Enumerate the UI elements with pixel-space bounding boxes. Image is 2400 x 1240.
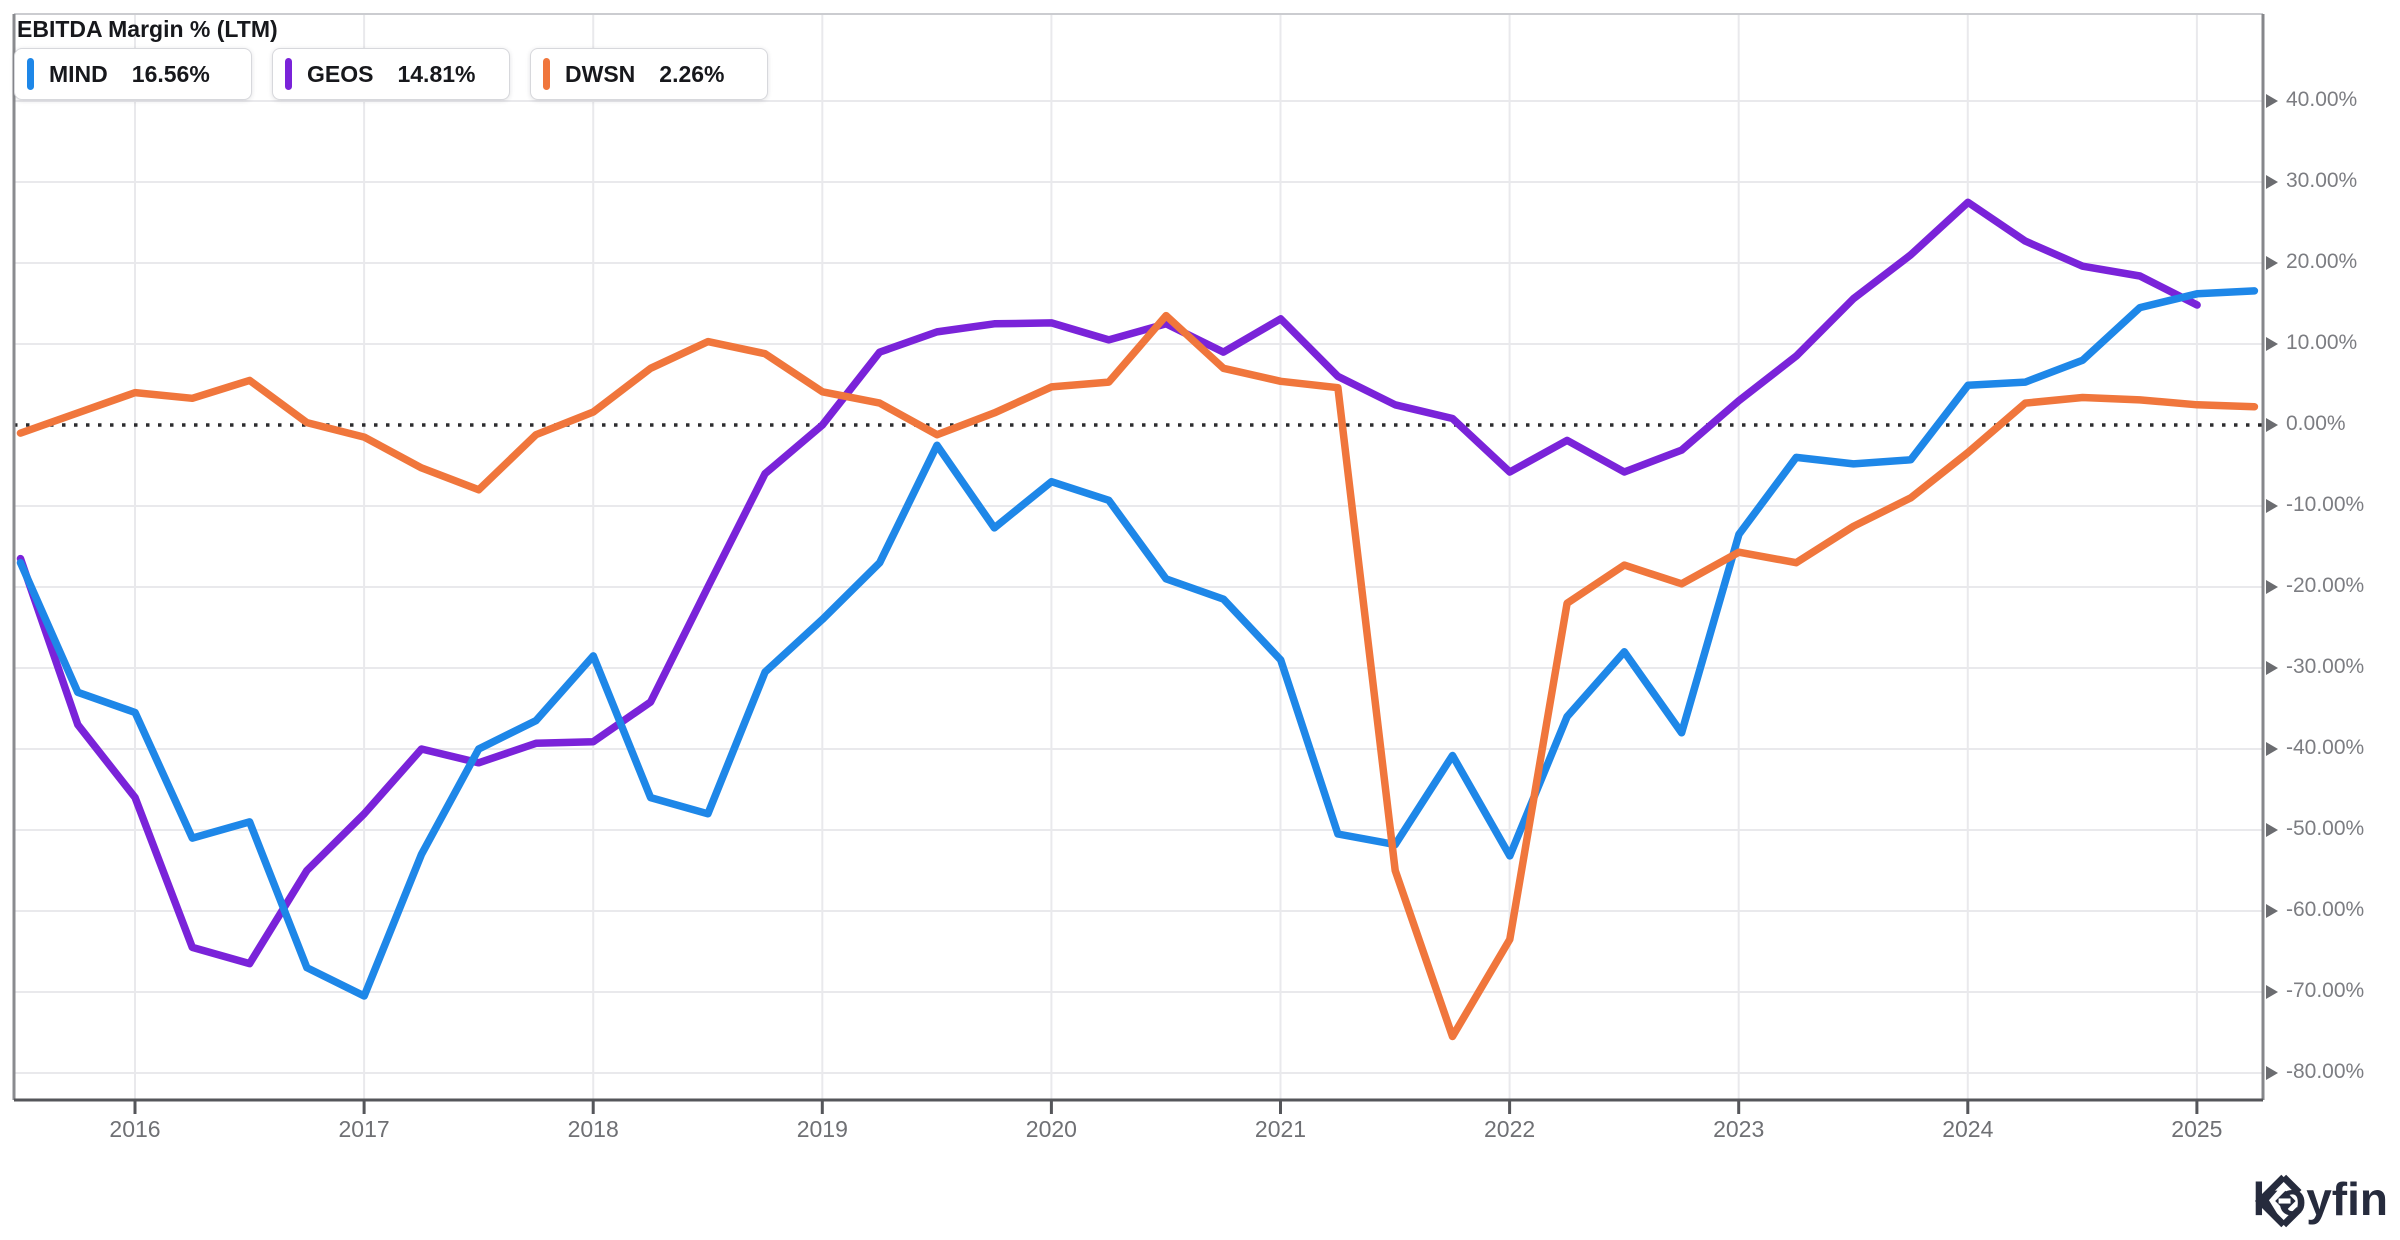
x-tick-label: 2022 xyxy=(1484,1116,1536,1142)
series-line-dwsn[interactable] xyxy=(16,311,2259,1041)
y-tick-label: -40.00% xyxy=(2286,736,2365,759)
geos-color-swatch xyxy=(285,58,292,90)
x-tick-label: 2025 xyxy=(2171,1116,2223,1142)
mind-value-label: 16.56% xyxy=(131,60,210,87)
legend-chip-mind[interactable]: MIND 16.56% xyxy=(14,48,252,100)
legend-chip-dwsn[interactable]: DWSN 2.26% xyxy=(530,48,768,100)
koyfin-logo-icon xyxy=(2254,1174,2302,1228)
series-line-geos[interactable] xyxy=(16,198,2201,968)
y-tick-label: 40.00% xyxy=(2286,88,2358,111)
y-tick-label: 10.00% xyxy=(2286,331,2358,354)
y-tick-label: 30.00% xyxy=(2286,169,2358,192)
x-tick-label: 2021 xyxy=(1254,1116,1307,1142)
y-tick-label: 20.00% xyxy=(2286,250,2358,273)
x-tick-label: 2023 xyxy=(1713,1116,1765,1142)
chart-title: EBITDA Margin % (LTM) xyxy=(17,16,278,42)
y-tick-label: -50.00% xyxy=(2286,817,2365,840)
y-tick-label: -60.00% xyxy=(2286,898,2365,921)
y-tick-label: 0.00% xyxy=(2286,412,2346,435)
x-tick-label: 2017 xyxy=(338,1116,390,1142)
y-tick-label: -70.00% xyxy=(2286,979,2365,1002)
legend-chip-geos[interactable]: GEOS 14.81% xyxy=(272,48,510,100)
dwsn-color-swatch xyxy=(543,58,550,90)
dwsn-ticker-label: DWSN xyxy=(565,60,636,87)
x-tick-label: 2020 xyxy=(1025,1116,1077,1142)
x-tick-label: 2016 xyxy=(109,1116,161,1142)
y-tick-label: -10.00% xyxy=(2286,493,2365,516)
y-tick-label: -20.00% xyxy=(2286,574,2365,597)
koyfin-watermark: koyfin xyxy=(2253,1172,2388,1228)
x-tick-label: 2024 xyxy=(1942,1116,1994,1142)
y-tick-label: -80.00% xyxy=(2286,1060,2365,1083)
x-tick-label: 2019 xyxy=(796,1116,848,1142)
mind-color-swatch xyxy=(27,58,34,90)
geos-value-label: 14.81% xyxy=(397,60,476,87)
dwsn-value-label: 2.26% xyxy=(659,60,725,87)
legend: MIND 16.56% GEOS 14.81% DWSN 2.26% xyxy=(14,48,768,100)
y-tick-label: -30.00% xyxy=(2286,655,2365,678)
x-tick-label: 2018 xyxy=(567,1116,619,1142)
mind-ticker-label: MIND xyxy=(49,60,108,87)
series-line-mind[interactable] xyxy=(16,287,2259,1000)
geos-ticker-label: GEOS xyxy=(307,60,374,87)
